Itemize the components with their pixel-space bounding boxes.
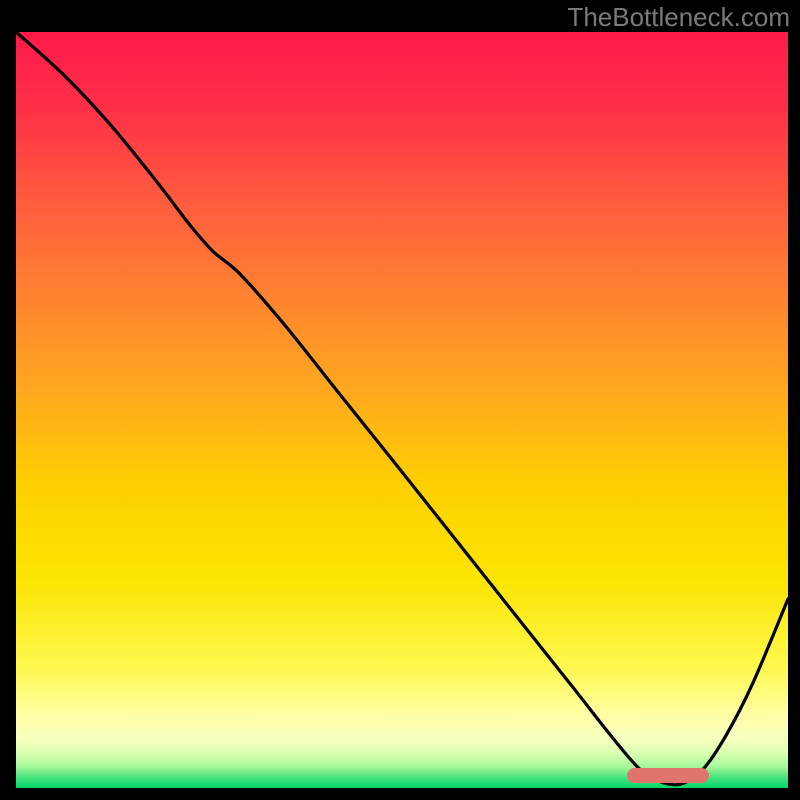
watermark-text: TheBottleneck.com <box>567 2 790 33</box>
bottleneck-curve <box>16 32 788 788</box>
plot-area <box>16 32 788 788</box>
chart-frame: TheBottleneck.com <box>0 0 800 800</box>
optimal-range-marker <box>627 768 709 783</box>
curve-path <box>16 32 788 785</box>
